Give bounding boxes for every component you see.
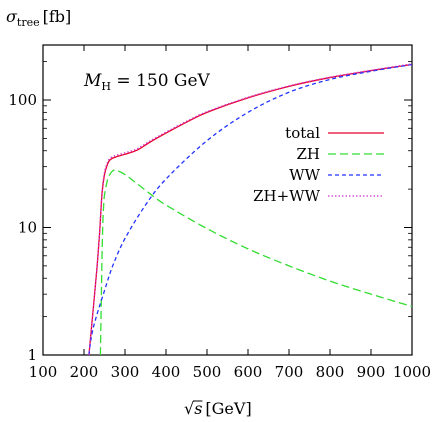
series-line-ww: [88, 63, 413, 356]
y-axis-title: σtree [fb]: [6, 7, 71, 29]
y-tick-label: 100: [8, 91, 37, 109]
mass-annotation: MH = 150 GeV: [83, 71, 211, 93]
x-tick-label: 600: [234, 363, 263, 381]
y-axis-subscript: tree: [17, 16, 40, 29]
series-layer: [88, 63, 413, 356]
legend: total ZH WW ZH+WW: [253, 124, 384, 205]
x-tick-label: 800: [316, 363, 345, 381]
legend-label-zh: ZH: [296, 145, 320, 163]
x-tick-label: 900: [357, 363, 386, 381]
x-tick-label: 1000: [393, 363, 431, 381]
x-tick-label: 100: [29, 363, 58, 381]
series-line-zh: [99, 169, 413, 356]
x-axis-unit: [GeV]: [205, 399, 251, 418]
series-line-zh-ww: [88, 63, 413, 356]
x-tick-label: 400: [152, 363, 181, 381]
annotation-symbol: M: [83, 71, 102, 91]
y-tick-label: 1: [27, 346, 37, 364]
x-tick-label: 300: [111, 363, 140, 381]
x-axis-ticks: 100 200 300 400 500 600 700 800 900 1000: [29, 45, 431, 381]
annotation-text: = 150 GeV: [111, 71, 211, 91]
plot-frame: [42, 44, 413, 356]
x-tick-label: 200: [70, 363, 99, 381]
x-axis-title: √s [GeV]: [184, 399, 252, 418]
y-axis-ticks: 1 10 100: [8, 61, 412, 364]
x-tick-label: 700: [275, 363, 304, 381]
y-axis-unit: [fb]: [43, 7, 72, 26]
annotation-subscript: H: [101, 80, 111, 93]
y-tick-label: 10: [18, 218, 37, 236]
x-axis-symbol: √s: [184, 399, 202, 418]
legend-label-zh-ww: ZH+WW: [253, 187, 320, 205]
x-tick-label: 500: [193, 363, 222, 381]
legend-label-total: total: [285, 124, 320, 142]
y-axis-symbol: σ: [6, 7, 18, 26]
plot-area: [42, 44, 413, 356]
legend-label-ww: WW: [289, 166, 320, 184]
series-line-total: [88, 63, 413, 356]
